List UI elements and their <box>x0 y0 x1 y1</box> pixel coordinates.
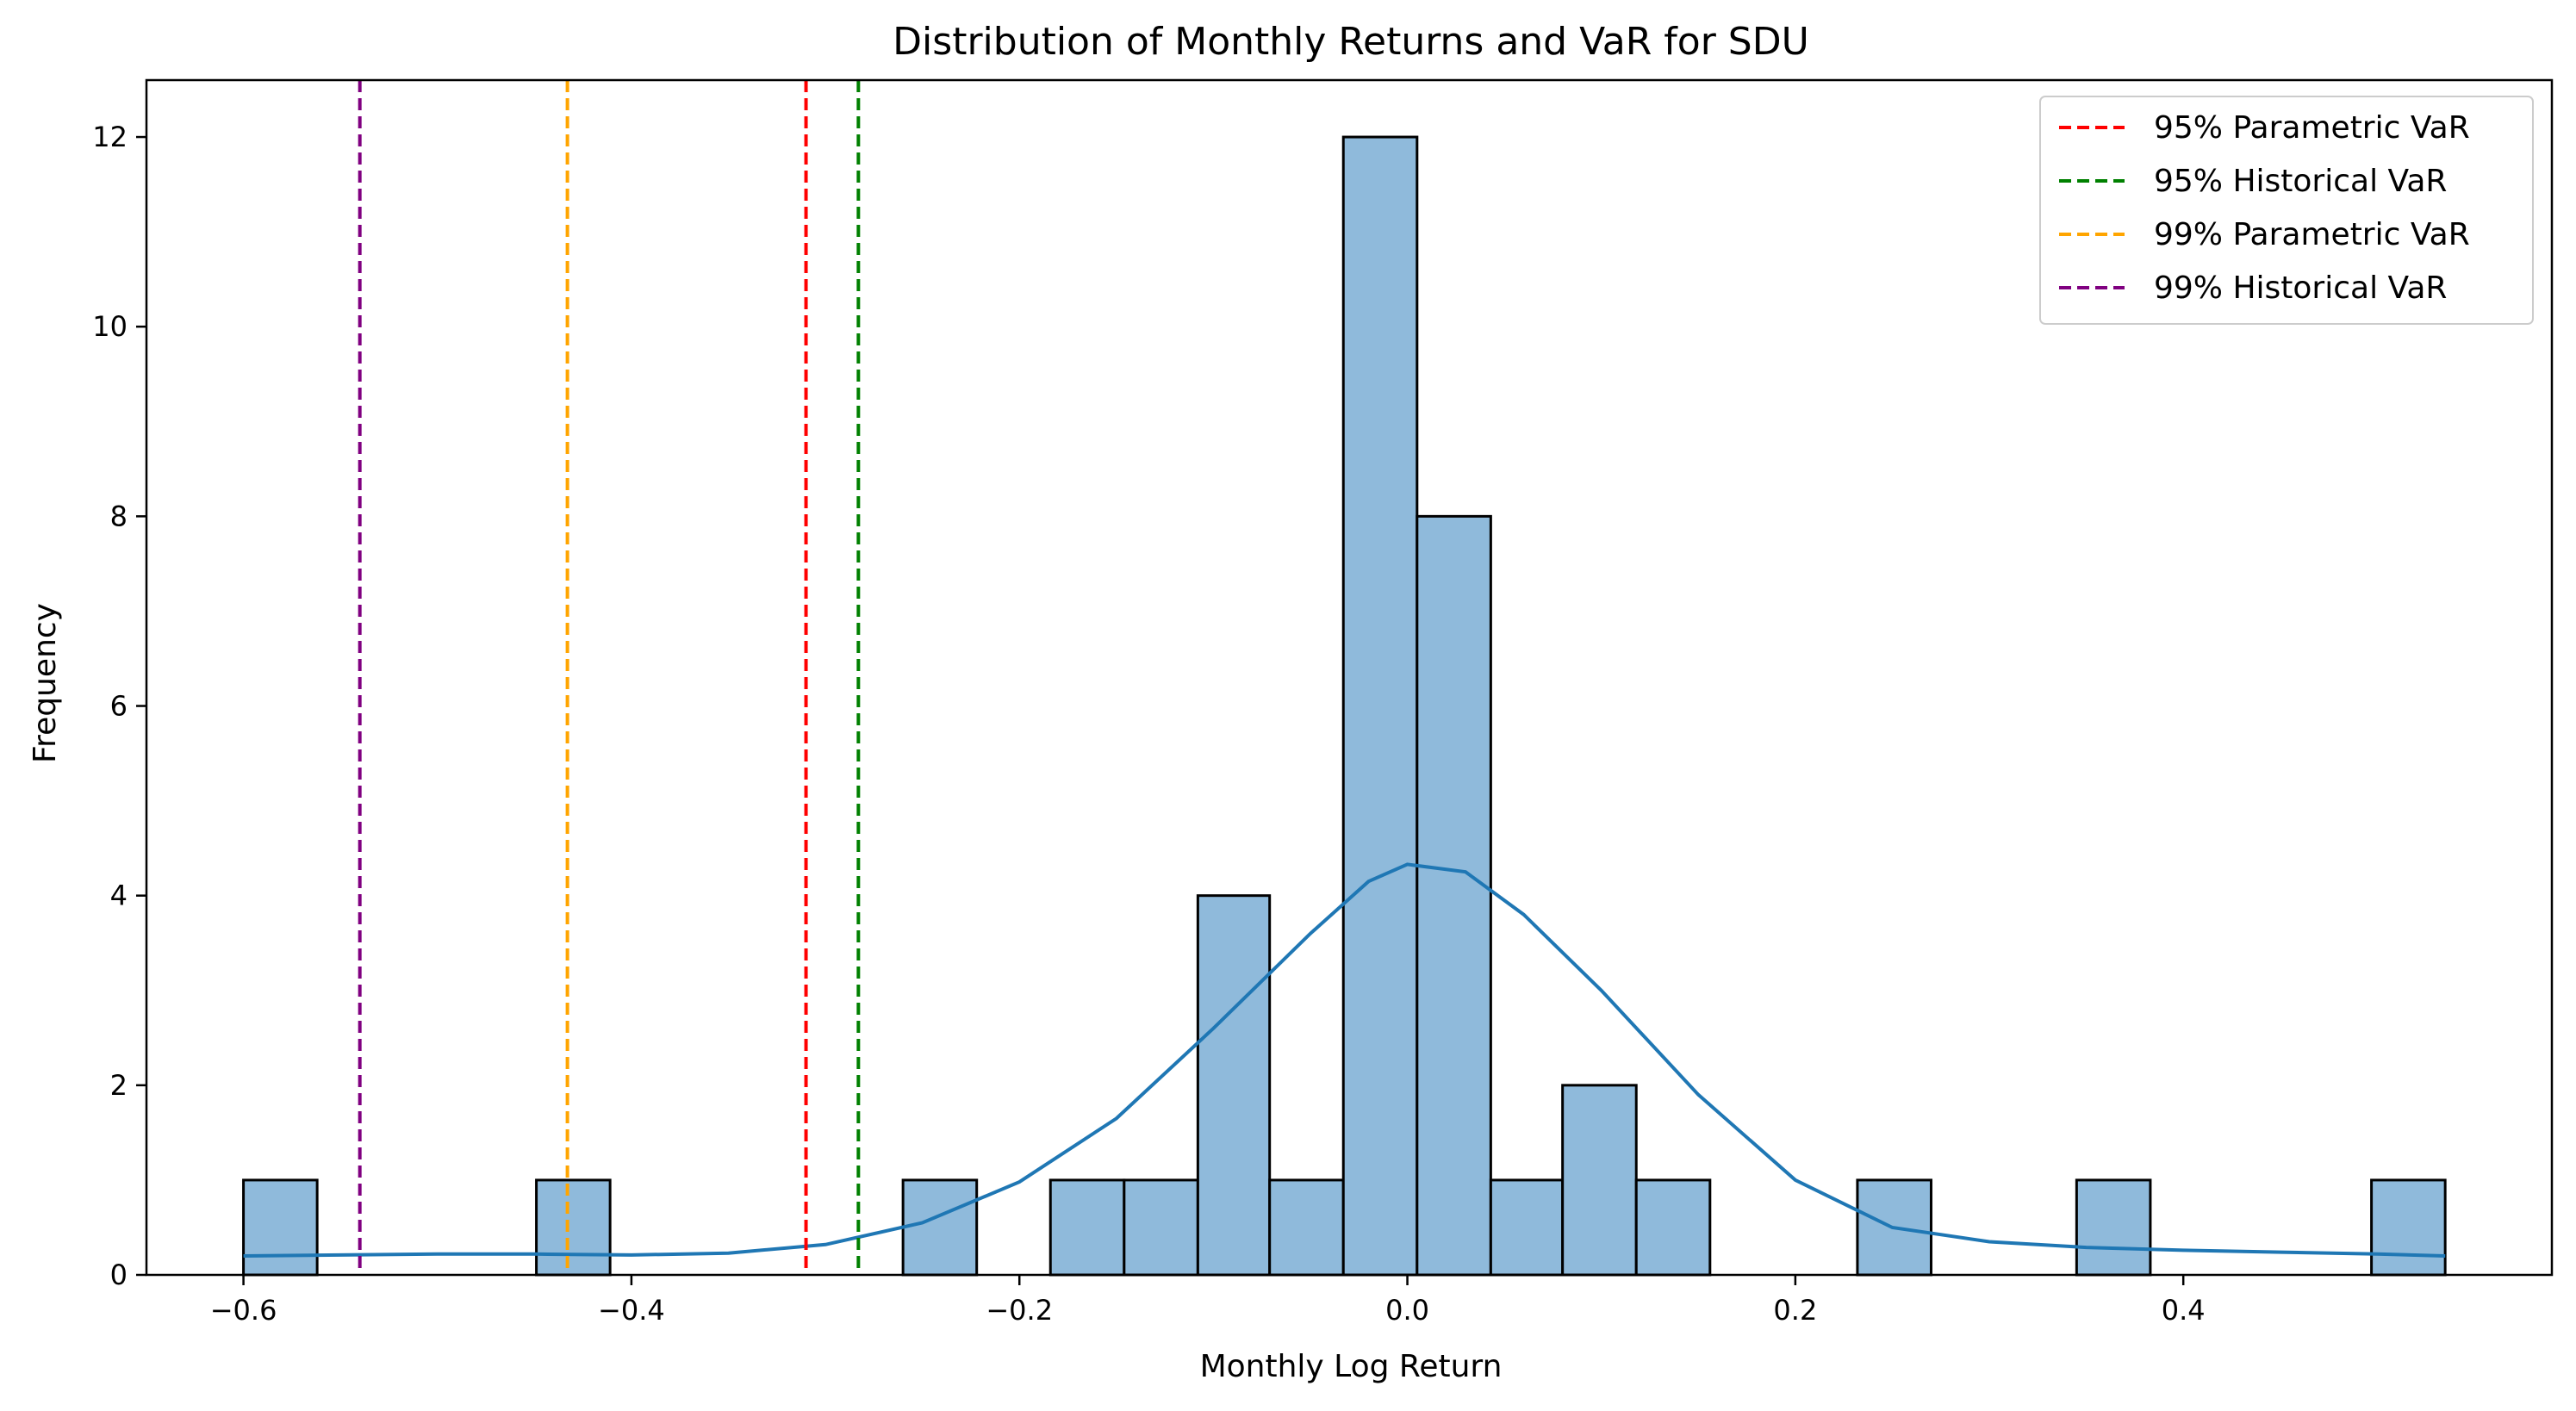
var-lines-layer <box>358 80 861 1275</box>
x-tick-label-1: −0.4 <box>598 1294 665 1327</box>
histogram-bar-0 <box>242 1178 319 1277</box>
histogram-bar-7 <box>1341 135 1419 1277</box>
x-tick-label-5: 0.4 <box>2162 1294 2206 1327</box>
histogram-bar-9 <box>1489 1178 1565 1277</box>
x-tick-label-0: −0.6 <box>210 1294 277 1327</box>
y-tick-label-1: 2 <box>110 1069 128 1102</box>
legend-label-3: 99% Historical VaR <box>2154 270 2447 306</box>
kde-curve <box>243 862 2446 1258</box>
y-tick-label-5: 10 <box>92 310 128 343</box>
histogram-bar-13 <box>2075 1178 2152 1277</box>
legend-label-0: 95% Parametric VaR <box>2154 110 2470 146</box>
x-tick-label-2: −0.2 <box>986 1294 1053 1327</box>
histogram-bar-3 <box>1048 1178 1126 1277</box>
x-tick-label-4: 0.2 <box>1773 1294 1817 1327</box>
y-tick-label-2: 4 <box>110 880 128 912</box>
y-axis-ticks: 0 2 4 6 8 10 12 <box>92 121 146 1291</box>
histogram-bar-5 <box>1196 894 1272 1277</box>
x-axis-label: Monthly Log Return <box>1200 1349 1503 1384</box>
x-tick-label-3: 0.0 <box>1385 1294 1429 1327</box>
histogram-bar-14 <box>2370 1178 2447 1277</box>
legend-label-2: 99% Parametric VaR <box>2154 217 2470 252</box>
kde-layer <box>243 862 2446 1258</box>
legend-box <box>2039 96 2534 325</box>
chart-title: Distribution of Monthly Returns and VaR … <box>893 20 1809 64</box>
y-tick-label-4: 8 <box>110 500 128 532</box>
histogram-bar-2 <box>901 1178 979 1277</box>
y-tick-label-6: 12 <box>92 121 128 153</box>
plot-frame <box>145 78 2554 1277</box>
y-tick-label-3: 6 <box>110 690 128 723</box>
legend: 95% Parametric VaR 95% Historical VaR 99% … <box>2039 96 2534 325</box>
y-tick-label-0: 0 <box>110 1259 128 1291</box>
histogram-bar-8 <box>1416 514 1492 1277</box>
bars-layer <box>242 135 2447 1277</box>
legend-items: 95% Parametric VaR 95% Historical VaR 99% … <box>2059 110 2470 306</box>
legend-label-1: 95% Historical VaR <box>2154 164 2447 199</box>
x-axis-ticks: −0.6 −0.4 −0.2 0.0 0.2 0.4 <box>210 1275 2206 1327</box>
histogram-bar-11 <box>1634 1178 1712 1277</box>
histogram-bar-10 <box>1561 1084 1638 1277</box>
y-axis-label: Frequency <box>28 603 63 763</box>
histogram-bar-6 <box>1268 1178 1345 1277</box>
histogram-bar-4 <box>1123 1178 1199 1277</box>
histogram-bar-1 <box>535 1178 612 1277</box>
